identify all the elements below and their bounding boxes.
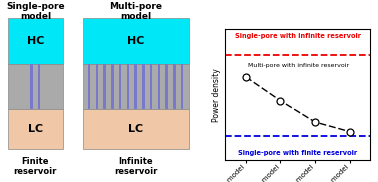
Bar (181, 64, 183, 109)
Bar (173, 64, 176, 109)
Bar (37, 64, 40, 109)
Text: LC: LC (28, 124, 43, 134)
Text: Single-pore
model: Single-pore model (6, 2, 65, 21)
Bar (150, 64, 152, 109)
Text: Finite
reservoir: Finite reservoir (14, 157, 57, 176)
Y-axis label: Power density: Power density (212, 68, 221, 122)
Bar (166, 64, 168, 109)
Bar (134, 64, 137, 109)
Bar (158, 64, 160, 109)
Bar (30, 64, 33, 109)
Bar (82, 109, 189, 149)
Bar (8, 64, 63, 109)
Text: Single-pore with finite reservoir: Single-pore with finite reservoir (238, 150, 357, 156)
Bar (8, 109, 63, 149)
Text: Single-pore with infinite reservoir: Single-pore with infinite reservoir (235, 33, 361, 39)
Bar (96, 64, 98, 109)
Bar (88, 64, 90, 109)
Bar (8, 18, 63, 64)
Bar (142, 64, 145, 109)
Text: Multi-pore
model: Multi-pore model (109, 2, 162, 21)
Bar (82, 64, 189, 109)
Bar (82, 18, 189, 64)
Text: Multi-pore with infinite reservoir: Multi-pore with infinite reservoir (248, 64, 350, 68)
Text: LC: LC (128, 124, 143, 134)
Text: HC: HC (127, 36, 144, 46)
Bar (111, 64, 114, 109)
Text: HC: HC (27, 36, 44, 46)
Bar (103, 64, 106, 109)
Bar (119, 64, 121, 109)
Text: Infinite
reservoir: Infinite reservoir (114, 157, 157, 176)
Bar (127, 64, 129, 109)
